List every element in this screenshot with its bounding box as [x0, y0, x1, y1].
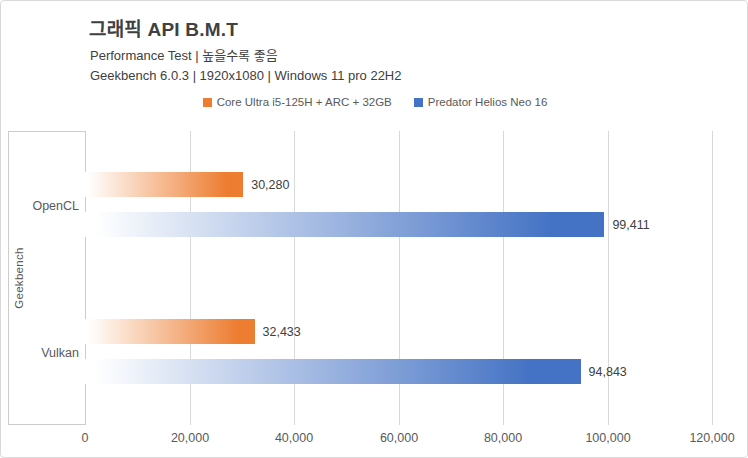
legend-item-1: Core Ultra i5-125H + ARC + 32GB: [203, 96, 392, 108]
x-tick-label: 40,000: [275, 431, 313, 445]
chart-subtitle-performance: Performance Test | 높을수록 좋음: [90, 45, 278, 64]
legend: Core Ultra i5-125H + ARC + 32GB Predator …: [1, 96, 748, 108]
gridline: [608, 131, 609, 425]
legend-item-2: Predator Helios Neo 16: [414, 96, 548, 108]
benchmark-chart: 그래픽 API B.M.T Performance Test | 높을수록 좋음…: [0, 0, 748, 458]
bar-value-label: 32,433: [263, 325, 301, 339]
chart-title: 그래픽 API B.M.T: [89, 14, 238, 41]
bar-value-label: 30,280: [251, 178, 289, 192]
legend-marker-icon: [203, 98, 212, 107]
legend-label: Core Ultra i5-125H + ARC + 32GB: [217, 96, 392, 108]
y-axis-title: Geekbench: [13, 247, 25, 309]
category-label-opencl: OpenCL: [32, 199, 79, 213]
bar-vulkan-series-2: [85, 359, 581, 384]
x-tick-label: 60,000: [380, 431, 418, 445]
x-tick-label: 80,000: [484, 431, 522, 445]
bar-value-label: 94,843: [589, 365, 627, 379]
bar-opencl-series-2: [85, 212, 604, 237]
gridline: [712, 131, 713, 425]
chart-subtitle-environment: Geekbench 6.0.3 | 1920x1080 | Windows 11…: [90, 68, 402, 83]
x-tick-label: 100,000: [585, 431, 630, 445]
x-tick-label: 0: [82, 431, 89, 445]
legend-marker-icon: [414, 98, 423, 107]
x-tick-label: 120,000: [689, 431, 734, 445]
plot-area: 30,280 32,433 99,411 94,843: [85, 131, 712, 425]
x-tick-label: 20,000: [171, 431, 209, 445]
category-label-vulkan: Vulkan: [41, 346, 79, 360]
bar-opencl-series-1: [85, 172, 243, 197]
legend-label: Predator Helios Neo 16: [428, 96, 548, 108]
x-axis-tick-labels: 020,00040,00060,00080,000100,000120,000: [85, 431, 712, 449]
bar-value-label: 99,411: [612, 218, 649, 232]
category-axis-panel: Geekbench OpenCL Vulkan: [8, 131, 86, 425]
bar-vulkan-series-1: [85, 319, 255, 344]
